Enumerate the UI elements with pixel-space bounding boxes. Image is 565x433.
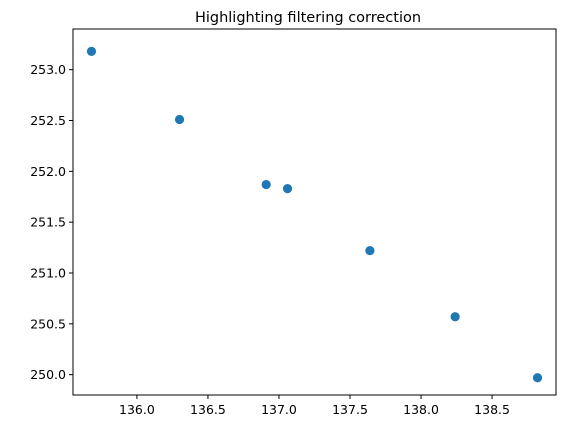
- x-tick-label: 137.5: [332, 402, 368, 417]
- scatter-point: [282, 184, 293, 194]
- scatter-point: [450, 312, 460, 322]
- x-tick-label: 138.0: [403, 402, 439, 417]
- y-tick-label: 251.5: [30, 215, 66, 230]
- y-tick-label: 252.5: [30, 113, 66, 128]
- y-tick-label: 250.0: [30, 367, 66, 382]
- y-tick-label: 252.0: [30, 164, 66, 179]
- y-tick-label: 250.5: [30, 316, 66, 331]
- y-tick-label: 253.0: [30, 62, 66, 77]
- scatter-point: [174, 114, 185, 125]
- x-tick-label: 138.5: [474, 402, 510, 417]
- plot-area: [86, 46, 543, 383]
- scatter-point: [532, 373, 543, 383]
- x-tick-label: 137.0: [261, 402, 297, 417]
- y-axis: 250.0 250.5 251.0 251.5 252.0 252.5 253.0: [30, 62, 73, 382]
- scatter-point: [365, 246, 375, 256]
- scatter-point: [86, 46, 97, 56]
- x-tick-label: 136.5: [190, 402, 226, 417]
- scatter-point: [261, 179, 271, 190]
- x-tick-label: 136.0: [119, 402, 155, 417]
- y-tick-label: 251.0: [30, 266, 66, 281]
- axes-frame: [72, 28, 557, 396]
- x-axis: 136.0 136.5 137.0 137.5 138.0 138.5: [119, 395, 510, 417]
- chart-title: Highlighting filtering correction: [195, 10, 421, 26]
